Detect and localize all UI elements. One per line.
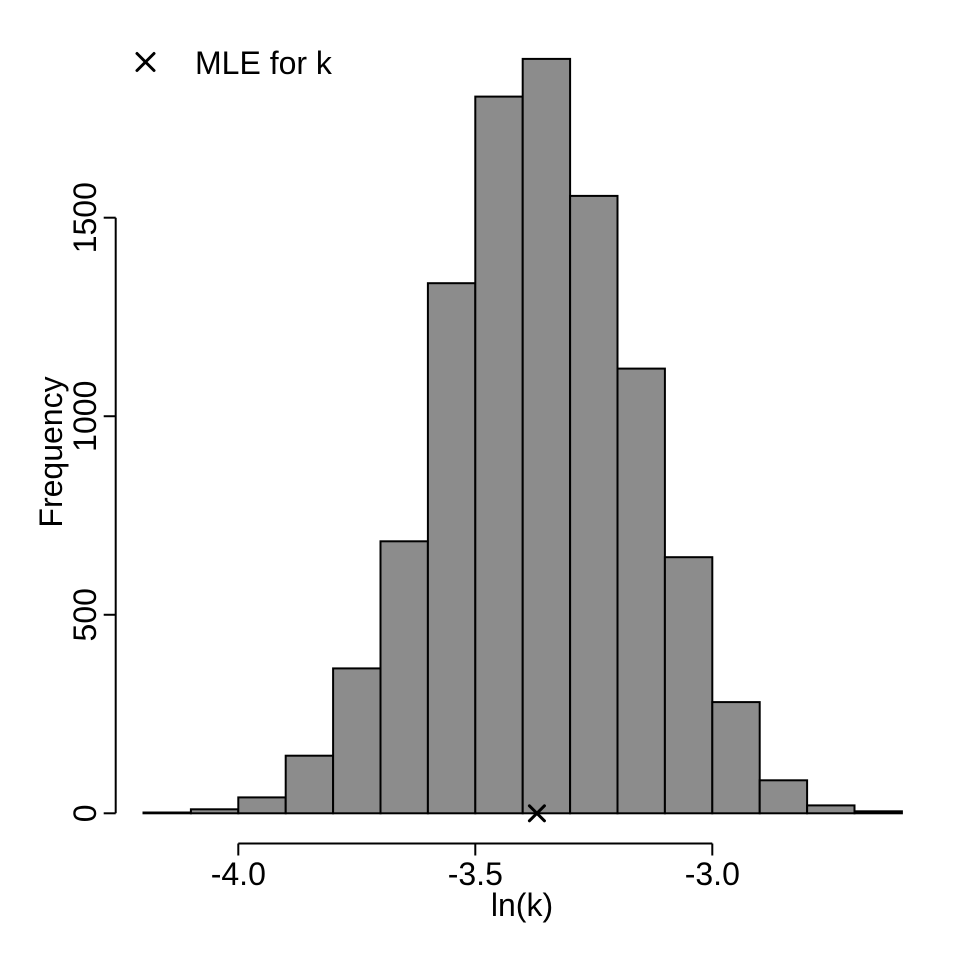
y-axis-tick-label: 1500 (67, 182, 103, 253)
x-axis-tick-label: -4.0 (211, 856, 266, 892)
histogram-bar (569, 194, 619, 815)
histogram-bar (711, 701, 761, 815)
x-cross-stroke (135, 52, 156, 72)
x-axis-tick-label: -3.0 (685, 856, 740, 892)
histogram-bar (853, 810, 903, 815)
y-axis: 0 500 1000 1500 (67, 182, 117, 822)
legend: MLE for k (135, 45, 333, 81)
histogram-bar (616, 367, 666, 815)
histogram-bar (474, 95, 524, 815)
y-axis-tick-label: 0 (67, 804, 103, 822)
histogram-bar (332, 667, 382, 815)
histogram-bar (237, 796, 287, 815)
legend-x-cross-icon (135, 52, 156, 72)
legend-label: MLE for k (195, 45, 333, 81)
x-axis-title: ln(k) (491, 887, 553, 923)
histogram-bar (142, 811, 192, 815)
mle-marker-x-cross-icon (527, 804, 546, 823)
histogram-bar (284, 754, 335, 815)
x-axis-tick-label: -3.5 (448, 856, 503, 892)
histogram-bar (758, 779, 809, 815)
histogram-bar (521, 57, 572, 815)
histogram-bars (142, 57, 903, 815)
x-cross-stroke (527, 804, 546, 823)
y-axis-title: Frequency (33, 376, 69, 527)
histogram-bar (426, 282, 477, 815)
histogram-bar (806, 804, 856, 815)
histogram-bar (379, 540, 429, 815)
x-axis: -4.0 -3.5 -3.0 (211, 842, 740, 892)
histogram-bar (189, 808, 240, 815)
y-axis-tick-label: 500 (67, 588, 103, 641)
y-axis-tick-label: 1000 (67, 381, 103, 452)
histogram-bar (663, 556, 714, 815)
